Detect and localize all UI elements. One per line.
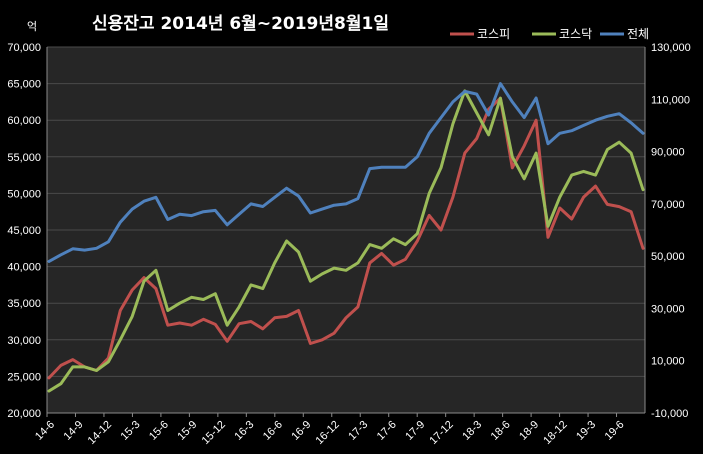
right-axis: -10,000 10,000 30,000 50,000 70,000 90,000 110… — [651, 42, 691, 420]
legend-label: 코스피 — [477, 27, 510, 41]
series-line-2 — [47, 82, 645, 263]
left-tick-label: 65,000 — [7, 79, 41, 91]
series-line-1 — [47, 89, 645, 393]
right-tick-label: 70,000 — [651, 199, 685, 211]
left-tick-label: 50,000 — [7, 188, 41, 200]
left-tick-label: 40,000 — [7, 262, 41, 274]
left-tick-label: 20,000 — [7, 408, 41, 420]
legend-label: 코스닥 — [559, 27, 592, 41]
right-tick-label: 10,000 — [651, 356, 685, 368]
right-tick-label: 110,000 — [651, 94, 690, 106]
left-tick-label: 35,000 — [7, 298, 41, 310]
left-tick-label: 70,000 — [7, 42, 41, 54]
chart-title: 신용잔고 2014년 6월~2019년8월1일 — [92, 14, 389, 34]
legend-label: 전체 — [627, 27, 649, 41]
right-tick-label: 30,000 — [651, 303, 685, 315]
right-tick-label: 130,000 — [651, 42, 691, 54]
left-tick-label: 55,000 — [7, 152, 41, 164]
left-axis-unit: 억 — [27, 20, 37, 33]
left-axis: 20,000 25,000 30,000 35,000 40,000 45,000 50,0… — [7, 42, 41, 420]
right-tick-label: 90,000 — [651, 147, 685, 159]
left-tick-label: 30,000 — [7, 335, 41, 347]
right-tick-label: -10,000 — [651, 408, 688, 420]
series-lines — [47, 82, 645, 393]
left-tick-label: 25,000 — [7, 371, 41, 383]
right-tick-label: 50,000 — [651, 251, 685, 263]
grid-lines — [46, 46, 646, 414]
left-tick-label: 45,000 — [7, 225, 41, 237]
left-tick-label: 60,000 — [7, 115, 41, 127]
legend: 코스피 코스닥 전체 — [450, 27, 649, 41]
